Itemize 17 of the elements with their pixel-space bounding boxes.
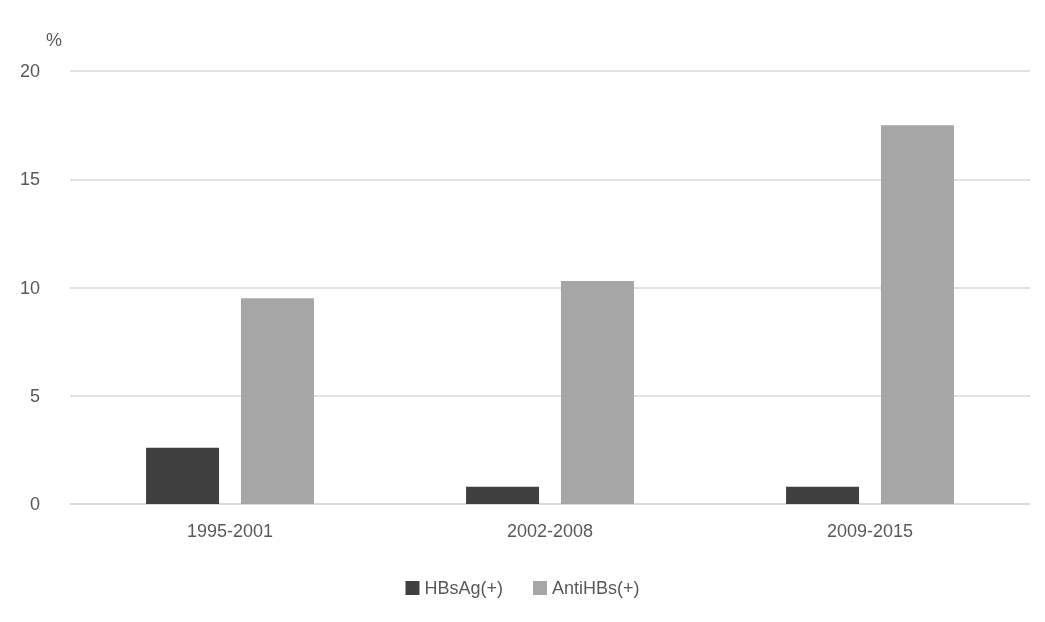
- x-tick-label: 1995-2001: [186, 521, 274, 541]
- bar: [146, 447, 220, 504]
- x-tick-label: 2009-2015: [826, 521, 914, 541]
- y-axis-title: %: [45, 30, 62, 50]
- bar: [466, 486, 540, 504]
- bar: [560, 281, 634, 504]
- y-tick-label: 15: [19, 169, 40, 190]
- y-tick-label: 5: [29, 385, 40, 406]
- y-tick-label: 0: [29, 494, 40, 514]
- legend-label: HBsAg(+): [424, 578, 504, 598]
- y-tick-label: 10: [19, 277, 40, 298]
- bar: [880, 125, 954, 504]
- bar: [240, 298, 314, 504]
- bar: [786, 486, 860, 504]
- y-tick-label: 20: [19, 61, 40, 81]
- legend-label: AntiHBs(+): [552, 578, 640, 598]
- x-tick-label: 2002-2008: [506, 521, 594, 541]
